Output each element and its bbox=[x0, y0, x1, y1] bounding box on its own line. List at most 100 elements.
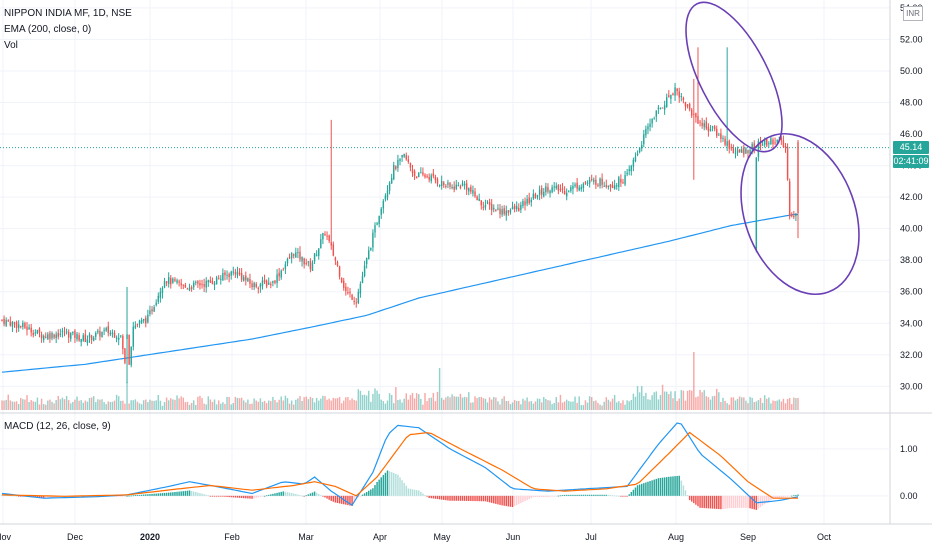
macd-histogram-bar bbox=[782, 495, 785, 498]
macd-histogram-bar bbox=[528, 495, 530, 500]
candle-body bbox=[99, 331, 101, 337]
volume-bar bbox=[451, 394, 453, 410]
candle-body bbox=[449, 182, 451, 187]
volume-bar bbox=[684, 400, 687, 410]
candle-body bbox=[638, 147, 641, 153]
volume-bar bbox=[322, 395, 324, 410]
macd-histogram-bar bbox=[430, 495, 432, 499]
candle-body bbox=[474, 191, 476, 197]
macd-histogram-bar bbox=[747, 495, 749, 508]
macd-histogram-bar bbox=[563, 494, 566, 496]
macd-histogram-bar bbox=[699, 495, 701, 508]
macd-histogram-bar bbox=[53, 495, 55, 498]
volume-bar bbox=[493, 396, 495, 410]
volume-bar bbox=[284, 395, 287, 410]
volume-bar bbox=[280, 396, 282, 410]
macd-histogram-bar bbox=[382, 475, 385, 496]
candle-body bbox=[203, 284, 205, 287]
candle-body bbox=[763, 139, 766, 145]
macd-histogram-bar bbox=[307, 494, 310, 496]
macd-histogram-bar bbox=[459, 495, 462, 501]
macd-histogram-bar bbox=[511, 495, 514, 508]
volume-bar bbox=[117, 396, 120, 410]
candle-body bbox=[370, 248, 372, 250]
macd-histogram-bar bbox=[488, 495, 491, 503]
candle-body bbox=[393, 165, 395, 180]
candle-body bbox=[86, 339, 89, 344]
volume-bar bbox=[147, 402, 149, 410]
candle-body bbox=[34, 332, 37, 334]
volume-bar bbox=[695, 397, 697, 410]
candle-body bbox=[584, 181, 587, 184]
macd-histogram-bar bbox=[422, 493, 424, 496]
candle-body bbox=[428, 177, 430, 180]
candle-body bbox=[570, 187, 572, 191]
macd-histogram-bar bbox=[574, 494, 576, 496]
candle-body bbox=[142, 319, 145, 321]
volume-bar bbox=[630, 400, 633, 410]
macd-histogram-bar bbox=[186, 490, 189, 496]
volume-bar bbox=[674, 391, 676, 410]
macd-histogram-bar bbox=[701, 495, 703, 508]
candle-body bbox=[651, 118, 653, 124]
volume-bar bbox=[286, 398, 289, 410]
macd-histogram-bar bbox=[184, 490, 187, 496]
macd-histogram-bar bbox=[226, 495, 228, 497]
volume-bar bbox=[222, 402, 224, 410]
volume-bar bbox=[136, 401, 139, 410]
candle-body bbox=[488, 202, 491, 206]
volume-bar bbox=[30, 400, 32, 410]
candle-body bbox=[74, 330, 76, 338]
volume-bar bbox=[688, 390, 691, 410]
currency-badge[interactable]: INR bbox=[903, 6, 923, 21]
macd-histogram-bar bbox=[265, 495, 268, 497]
candle-body bbox=[288, 257, 291, 259]
volume-bar bbox=[67, 400, 70, 410]
macd-histogram-bar bbox=[309, 493, 312, 496]
volume-bar bbox=[784, 403, 787, 410]
candle-body bbox=[680, 96, 683, 98]
volume-bar bbox=[424, 393, 426, 410]
candle-body bbox=[407, 159, 410, 163]
volume-bar bbox=[238, 398, 241, 410]
macd-histogram-bar bbox=[224, 495, 226, 497]
macd-histogram-bar bbox=[576, 494, 578, 496]
macd-histogram-bar bbox=[176, 491, 178, 496]
volume-bar bbox=[265, 403, 268, 410]
candle-body bbox=[109, 332, 112, 335]
candle-body bbox=[618, 177, 620, 188]
volume-bar bbox=[90, 397, 93, 410]
candle-body bbox=[688, 103, 691, 110]
macd-histogram-bar bbox=[678, 475, 680, 496]
macd-histogram-bar bbox=[640, 483, 643, 496]
candle-body bbox=[605, 185, 608, 187]
candle-body bbox=[795, 213, 797, 217]
volume-bar bbox=[142, 400, 145, 410]
volume-bar bbox=[140, 404, 143, 410]
macd-histogram-bar bbox=[768, 495, 770, 502]
macd-histogram-bar bbox=[195, 492, 197, 496]
candle-body bbox=[307, 261, 310, 263]
price-tick-label: 36.00 bbox=[900, 287, 923, 297]
volume-bar bbox=[626, 400, 628, 410]
macd-histogram-bar bbox=[447, 495, 449, 501]
volume-bar bbox=[20, 397, 22, 410]
volume-bar bbox=[251, 403, 253, 410]
volume-bar bbox=[347, 397, 349, 410]
volume-bar bbox=[84, 400, 87, 410]
macd-histogram-bar bbox=[328, 495, 330, 500]
volume-bar bbox=[338, 397, 341, 410]
time-axis-label: Jul bbox=[585, 532, 597, 542]
volume-bar bbox=[332, 397, 335, 410]
candle-body bbox=[368, 250, 370, 260]
candle-body bbox=[59, 333, 62, 335]
volume-bar bbox=[472, 402, 474, 410]
volume-bar bbox=[443, 399, 445, 410]
ema-legend: EMA (200, close, 0) bbox=[4, 24, 92, 35]
candle-body bbox=[734, 152, 737, 154]
candle-body bbox=[749, 149, 751, 154]
candle-body bbox=[524, 201, 526, 206]
macd-histogram-bar bbox=[674, 476, 676, 496]
volume-bars bbox=[1, 352, 799, 410]
